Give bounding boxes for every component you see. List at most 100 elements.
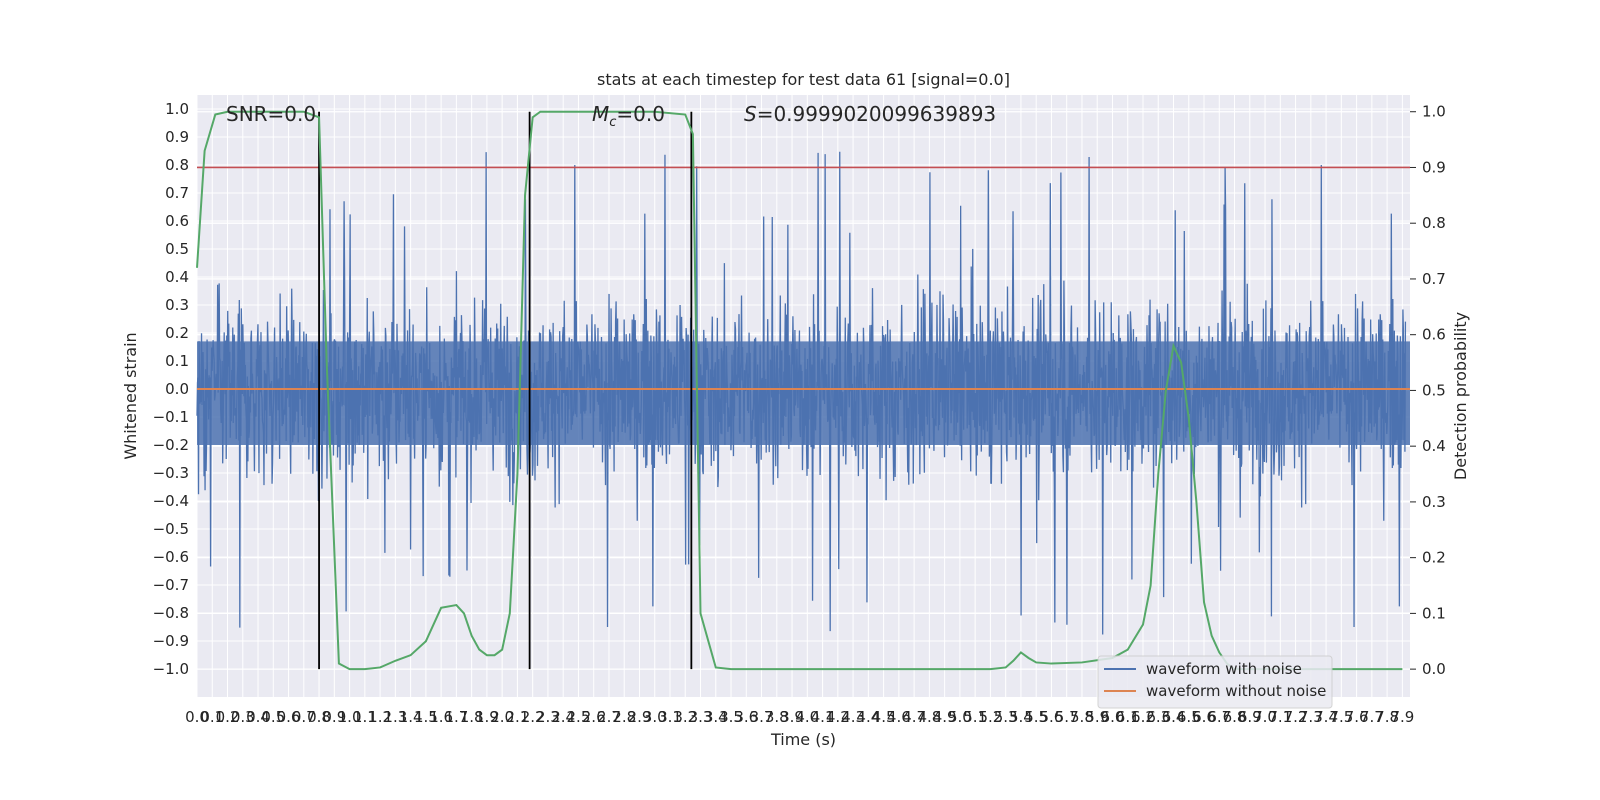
y-left-tick-label: −0.8 <box>153 604 189 622</box>
x-tick-label: 4.8 <box>917 708 941 726</box>
x-tick-label: 1.8 <box>460 708 484 726</box>
x-tick-label: 0.8 <box>307 708 331 726</box>
x-tick-label: 5.9 <box>1085 708 1109 726</box>
x-tick-label: 6.3 <box>1146 708 1170 726</box>
y-right-tick-label: 0.4 <box>1422 437 1446 455</box>
y-right-tick-label: 0.0 <box>1422 660 1446 678</box>
x-tick-label: 7.9 <box>1390 708 1414 726</box>
y-left-tick-label: 0.2 <box>165 324 189 342</box>
y-right-tick-label: 0.8 <box>1422 214 1446 232</box>
x-tick-label: 4.9 <box>933 708 957 726</box>
x-tick-label: 6.0 <box>1101 708 1125 726</box>
legend-label-waveform-with-noise: waveform with noise <box>1146 660 1302 678</box>
y-right-tick-label: 1.0 <box>1422 103 1446 121</box>
x-tick-label: 4.5 <box>872 708 896 726</box>
x-tick-label: 6.2 <box>1131 708 1155 726</box>
x-tick-label: 2.9 <box>628 708 652 726</box>
y-left-tick-label: 0.6 <box>165 212 189 230</box>
x-tick-label: 4.3 <box>841 708 865 726</box>
x-tick-label: 0.1 <box>200 708 224 726</box>
x-tick-label: 6.5 <box>1177 708 1201 726</box>
x-tick-label: 6.8 <box>1223 708 1247 726</box>
x-tick-label: 0.7 <box>292 708 316 726</box>
y-axis-right-ticks: 1.0 0.9 0.8 0.7 0.6 0.5 0.4 0.3 0.2 0.1 0.0 <box>1410 103 1446 678</box>
s-value: =0.9999020099639893 <box>757 102 996 126</box>
x-tick-label: 6.7 <box>1207 708 1231 726</box>
x-tick-label: 0.5 <box>261 708 285 726</box>
x-tick-label: 4.6 <box>887 708 911 726</box>
x-tick-label: 0.4 <box>246 708 270 726</box>
series-waveform-with-noise <box>196 151 1410 635</box>
x-tick-label: 5.3 <box>994 708 1018 726</box>
y-left-tick-label: −1.0 <box>153 660 189 678</box>
x-tick-label: 4.4 <box>856 708 880 726</box>
y-left-tick-label: 0.3 <box>165 296 189 314</box>
x-tick-label: 0.9 <box>322 708 346 726</box>
x-tick-label: 5.1 <box>963 708 987 726</box>
x-tick-label: 3.0 <box>643 708 667 726</box>
y-left-tick-label: −0.4 <box>153 492 189 510</box>
x-tick-label: 0.0 <box>185 708 209 726</box>
mc-value: =0.0 <box>616 102 665 126</box>
series-detection-probability <box>196 110 1403 671</box>
y-axis-right-label: Detection probability <box>1451 312 1470 480</box>
x-tick-label: 7.0 <box>1253 708 1277 726</box>
x-tick-label: 1.4 <box>399 708 423 726</box>
x-tick-label: 4.0 <box>795 708 819 726</box>
x-tick-label: 6.1 <box>1116 708 1140 726</box>
x-tick-label: 2.7 <box>597 708 621 726</box>
x-tick-label: 1.5 <box>414 708 438 726</box>
x-tick-label: 2.8 <box>612 708 636 726</box>
x-tick-label: 7.4 <box>1314 708 1338 726</box>
score-annotation: S=0.9999020099639893 <box>744 102 996 126</box>
y-left-tick-label: 0.9 <box>165 128 189 146</box>
x-tick-label: 1.1 <box>353 708 377 726</box>
y-right-tick-label: 0.3 <box>1422 493 1446 511</box>
x-tick-label: 4.1 <box>811 708 835 726</box>
vertical-markers <box>318 111 693 670</box>
y-left-tick-label: 0.5 <box>165 240 189 258</box>
x-tick-label: 7.6 <box>1345 708 1369 726</box>
y-left-tick-label: −0.1 <box>153 408 189 426</box>
x-tick-label: 6.9 <box>1238 708 1262 726</box>
legend-label-waveform-without-noise: waveform without noise <box>1146 682 1326 700</box>
legend: waveform with noise waveform without noi… <box>1097 655 1333 709</box>
x-tick-label: 6.6 <box>1192 708 1216 726</box>
x-tick-label: 0.2 <box>216 708 240 726</box>
x-tick-label: 3.2 <box>673 708 697 726</box>
s-symbol: S <box>744 102 757 126</box>
x-tick-label: 1.9 <box>475 708 499 726</box>
y-axis-left-label: Whitened strain <box>121 332 140 459</box>
x-tick-label: 5.0 <box>948 708 972 726</box>
x-tick-label: 7.8 <box>1375 708 1399 726</box>
snr-annotation: SNR=0.0 <box>226 102 316 126</box>
probability-line <box>196 110 1403 671</box>
x-tick-label: 3.5 <box>719 708 743 726</box>
x-tick-label: 2.0 <box>490 708 514 726</box>
x-tick-label: 5.4 <box>1009 708 1033 726</box>
x-tick-label: 2.2 <box>521 708 545 726</box>
y-right-tick-label: 0.5 <box>1422 381 1446 399</box>
x-tick-label: 2.4 <box>551 708 575 726</box>
x-tick-label: 7.2 <box>1284 708 1308 726</box>
y-left-tick-label: 0.4 <box>165 268 189 286</box>
x-tick-label: 5.5 <box>1024 708 1048 726</box>
y-left-tick-label: −0.2 <box>153 436 189 454</box>
x-tick-label: 2.3 <box>536 708 560 726</box>
x-tick-label: 3.4 <box>704 708 728 726</box>
x-tick-label: 1.0 <box>338 708 362 726</box>
x-tick-label: 3.3 <box>689 708 713 726</box>
x-tick-label: 1.3 <box>383 708 407 726</box>
x-tick-label: 0.6 <box>277 708 301 726</box>
x-tick-label: 5.2 <box>978 708 1002 726</box>
y-right-tick-label: 0.2 <box>1422 549 1446 567</box>
x-axis-label: Time (s) <box>770 730 836 749</box>
legend-box <box>1097 655 1333 709</box>
y-left-tick-label: 0.7 <box>165 184 189 202</box>
x-tick-label: 2.6 <box>582 708 606 726</box>
y-right-tick-label: 0.1 <box>1422 604 1446 622</box>
x-tick-label: 4.2 <box>826 708 850 726</box>
chirp-mass-annotation: Mc=0.0 <box>592 102 665 130</box>
x-tick-label: 3.1 <box>658 708 682 726</box>
